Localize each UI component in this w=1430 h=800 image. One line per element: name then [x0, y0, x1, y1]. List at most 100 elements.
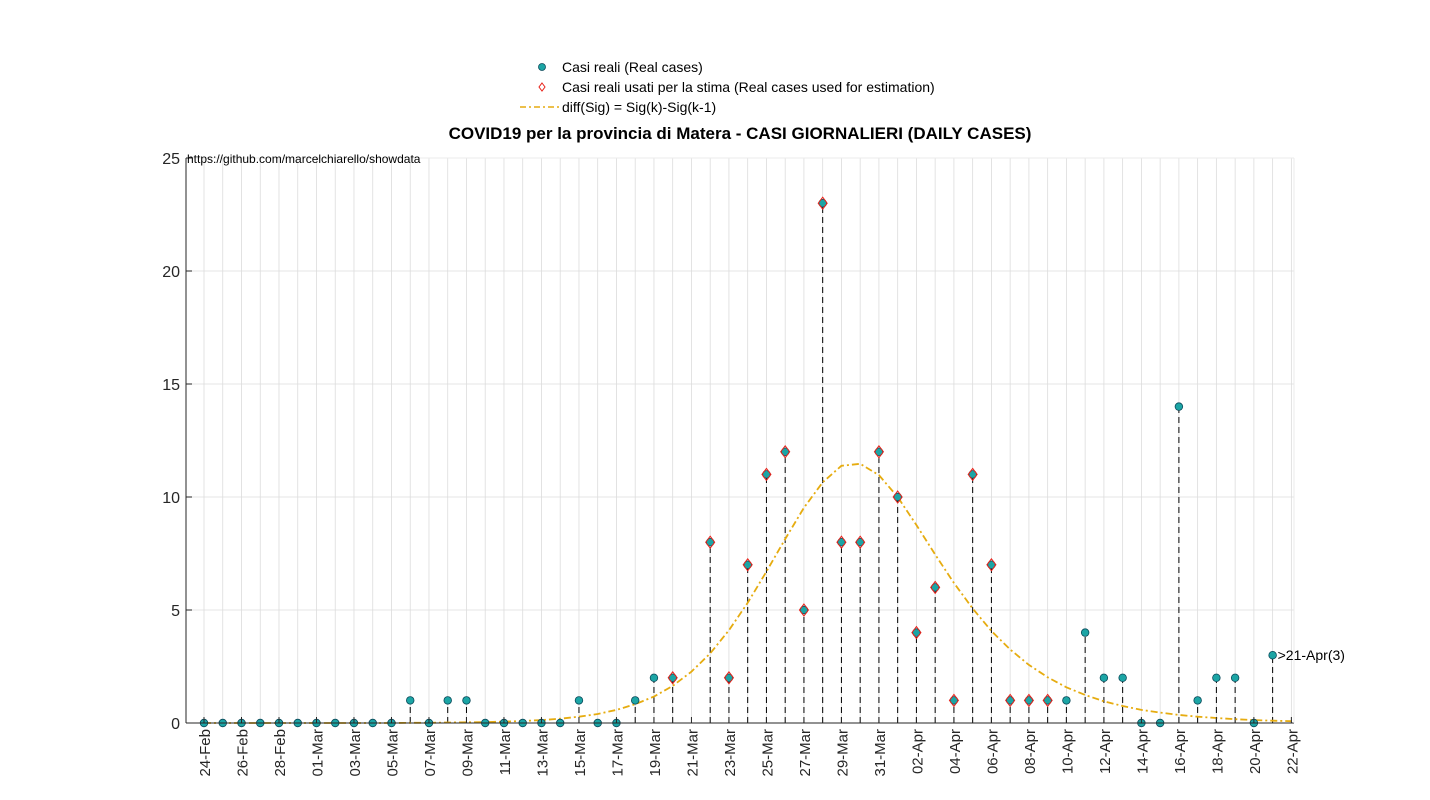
legend-label-real-cases: Casi reali (Real cases) [562, 59, 703, 75]
axes [185, 157, 1295, 724]
x-tick-label: 22-Apr [1284, 729, 1301, 774]
estimation-case-point [1023, 693, 1035, 708]
x-tick-label: 05-Mar [384, 729, 401, 777]
x-tick-label: 25-Mar [759, 729, 776, 777]
estimation-case-point [761, 467, 772, 482]
real-case-point [874, 447, 884, 456]
estimation-case-point [855, 535, 866, 550]
real-case-point [818, 198, 827, 208]
real-case-point [930, 583, 940, 592]
estimation-case-point [967, 467, 978, 482]
real-case-point [1193, 696, 1202, 705]
x-tick-label: 26-Feb [234, 729, 251, 777]
chart-title: COVID19 per la provincia di Matera - CAS… [448, 124, 1032, 143]
estimation-case-point [1042, 693, 1053, 708]
estimation-case-point [780, 444, 791, 459]
legend-item-real-cases: Casi reali (Real cases) [520, 57, 935, 77]
x-tick-label: 23-Mar [722, 729, 739, 777]
real-case-point [406, 696, 415, 705]
legend-label-fit-curve: diff(Sig) = Sig(k)-Sig(k-1) [562, 99, 717, 115]
x-tick-label: 16-Apr [1172, 729, 1189, 774]
x-tick-label: 29-Mar [834, 729, 851, 777]
real-case-point [1174, 402, 1184, 411]
legend-marker-fit-curve [520, 106, 560, 108]
real-case-point [743, 560, 752, 569]
x-tick-label: 10-Apr [1059, 729, 1076, 774]
real-case-point [649, 673, 659, 682]
real-case-point [968, 470, 977, 479]
real-case-point [987, 560, 996, 569]
x-tick-label: 27-Mar [797, 729, 814, 777]
x-tick-label: 17-Mar [609, 729, 626, 777]
legend-item-fit-curve: diff(Sig) = Sig(k)-Sig(k-1) [520, 97, 935, 117]
x-tick-label: 20-Apr [1247, 729, 1264, 774]
real-case-point [855, 538, 865, 547]
real-case-point [724, 673, 734, 682]
estimation-case-point [705, 535, 716, 550]
real-case-point [799, 605, 809, 615]
estimation-case-point [873, 444, 885, 459]
x-tick-label: 06-Apr [984, 729, 1001, 774]
legend-item-estimation-cases: Casi reali usati per la stima (Real case… [520, 77, 935, 97]
real-case-point [837, 538, 846, 547]
estimation-case-point [723, 670, 735, 685]
estimation-case-point [836, 535, 847, 550]
legend-marker-real-cases [538, 63, 546, 71]
x-tick-label: 19-Mar [647, 729, 664, 777]
annotation: >21-Apr(3) [1278, 647, 1345, 663]
x-tick-label: 24-Feb [197, 729, 214, 777]
y-tick-labels: 0 5 10 15 20 25 [162, 151, 192, 733]
y-tick-label: 10 [162, 490, 180, 507]
x-tick-label: 04-Apr [947, 729, 964, 774]
x-tick-label: 28-Feb [272, 729, 289, 777]
real-case-point [1099, 673, 1109, 682]
legend: Casi reali (Real cases) Casi reali usati… [520, 57, 935, 117]
real-case-point [668, 673, 677, 682]
real-case-point [949, 696, 959, 705]
x-tick-label: 08-Apr [1022, 729, 1039, 774]
source-url: https://github.com/marcelchiarello/showd… [187, 152, 421, 166]
real-case-point [893, 492, 902, 502]
estimation-case-point [742, 557, 753, 572]
x-tick-label: 14-Apr [1134, 729, 1151, 774]
legend-label-estimation-cases: Casi reali usati per la stima (Real case… [562, 79, 935, 95]
real-case-point [762, 470, 771, 479]
x-tick-label: 31-Mar [872, 729, 889, 777]
y-tick-label: 25 [162, 151, 180, 168]
real-case-point [1268, 651, 1277, 660]
real-case-point [705, 538, 715, 547]
x-tick-label: 13-Mar [534, 729, 551, 777]
y-tick-label: 0 [171, 716, 180, 733]
real-case-point [1005, 696, 1015, 705]
x-tick-label: 07-Mar [422, 729, 439, 777]
x-tick-label: 03-Mar [347, 729, 364, 777]
real-case-point [1024, 696, 1034, 705]
real-case-point [574, 696, 584, 705]
estimation-case-point [930, 580, 941, 595]
x-tick-label: 18-Apr [1209, 729, 1226, 774]
x-tick-label: 15-Mar [572, 729, 589, 777]
real-case-point [462, 696, 471, 705]
x-tick-labels: 24-Feb 26-Feb 28-Feb 01-Mar 03-Mar 05-Mar 07-M… [197, 717, 1301, 777]
x-tick-label: 12-Apr [1097, 729, 1114, 774]
legend-marker-estimation-cases [538, 82, 546, 92]
real-case-point [1043, 696, 1052, 705]
estimation-case-point [798, 603, 810, 617]
x-tick-label: 09-Mar [459, 729, 476, 777]
real-case-point [780, 447, 790, 456]
x-tick-label: 01-Mar [309, 729, 326, 777]
x-tick-label: 02-Apr [909, 729, 926, 774]
real-case-point [1118, 673, 1127, 682]
estimation-case-point [817, 196, 828, 211]
real-case-point [443, 696, 452, 705]
estimation-case-point [948, 693, 960, 708]
estimation-case-point [986, 557, 997, 572]
annotation-label: >21-Apr(3) [1278, 647, 1345, 663]
x-tick-label: 21-Mar [684, 729, 701, 777]
estimation-case-point [1005, 693, 1016, 708]
x-tick-label: 11-Mar [497, 729, 514, 775]
y-tick-label: 5 [171, 603, 180, 620]
real-case-point [1212, 673, 1221, 682]
estimation-case-point [911, 625, 922, 640]
